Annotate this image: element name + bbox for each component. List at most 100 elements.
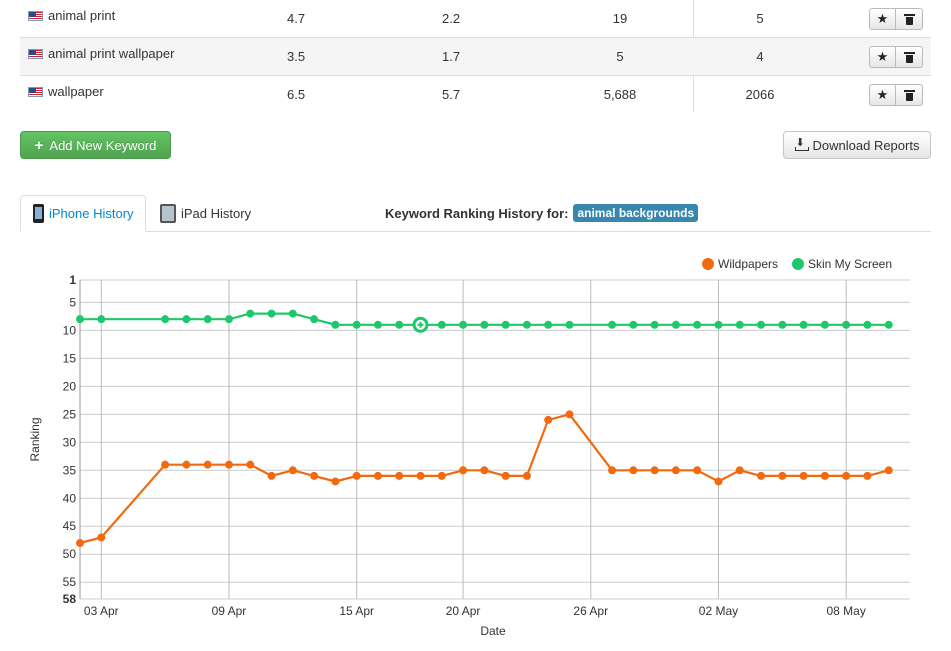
data-point <box>501 471 510 480</box>
tab-ipad-history[interactable]: iPad History <box>160 195 251 232</box>
data-point <box>799 320 808 329</box>
y-tick-label: 15 <box>63 351 77 365</box>
tab-iphone-history[interactable]: iPhone History <box>20 195 146 232</box>
data-point <box>501 320 510 329</box>
data-point <box>714 477 723 486</box>
plus-icon: + <box>34 136 44 154</box>
data-point <box>267 309 276 318</box>
keyword-value-3: 5,688 <box>603 87 637 102</box>
y-tick-label: 45 <box>63 519 77 533</box>
table-row: animal print 4.7 2.2 19 5 ★ <box>20 0 931 38</box>
data-point <box>671 466 680 475</box>
data-point <box>416 471 425 480</box>
table-row: animal print wallpaper 3.5 1.7 5 4 ★ <box>20 38 931 76</box>
keyword-name: wallpaper <box>48 84 104 99</box>
y-tick-label: 55 <box>63 575 77 589</box>
tab-label: iPhone History <box>49 206 134 221</box>
y-tick-label: 20 <box>63 379 77 393</box>
x-tick-label: 08 May <box>826 604 865 618</box>
keyword-value-2: 5.7 <box>442 87 461 102</box>
download-reports-label: Download Reports <box>812 137 920 153</box>
data-point <box>863 471 872 480</box>
x-tick-label: 02 May <box>699 604 738 618</box>
data-point <box>459 320 468 329</box>
keyword-value-4: 4 <box>756 49 764 64</box>
data-point <box>544 415 553 424</box>
data-point <box>395 320 404 329</box>
legend-dot <box>792 258 804 270</box>
data-point <box>629 320 638 329</box>
y-tick-label: 1 <box>69 273 76 287</box>
data-point <box>629 466 638 475</box>
delete-button[interactable] <box>896 46 923 68</box>
data-point <box>693 466 702 475</box>
data-point <box>395 471 404 480</box>
data-point <box>565 320 574 329</box>
data-point <box>735 320 744 329</box>
history-title: Keyword Ranking History for: animal back… <box>385 204 699 222</box>
y-tick-label: 25 <box>63 407 77 421</box>
data-point <box>203 315 212 324</box>
data-point <box>757 320 766 329</box>
x-tick-label: 26 Apr <box>573 604 608 618</box>
add-keyword-button[interactable]: + Add New Keyword <box>20 131 171 159</box>
data-point <box>820 320 829 329</box>
plot-area <box>80 280 910 599</box>
data-point <box>842 471 851 480</box>
row-actions: ★ <box>869 84 923 106</box>
data-point <box>182 315 191 324</box>
data-point <box>693 320 702 329</box>
keyword-value-1: 3.5 <box>287 49 306 64</box>
data-point <box>863 320 872 329</box>
data-point <box>97 533 106 542</box>
keyword-badge: animal backgrounds <box>573 204 699 222</box>
data-point <box>224 315 233 324</box>
data-point <box>650 320 659 329</box>
trash-icon <box>903 51 915 63</box>
data-point <box>522 320 531 329</box>
trash-icon <box>903 89 915 101</box>
data-point <box>76 539 84 548</box>
add-keyword-label: Add New Keyword <box>49 137 157 153</box>
data-point <box>224 460 233 469</box>
data-point <box>650 466 659 475</box>
favorite-button[interactable]: ★ <box>869 84 896 106</box>
tabs-divider <box>20 231 931 232</box>
data-point <box>544 320 553 329</box>
y-tick-label: 35 <box>63 463 77 477</box>
trash-icon <box>903 13 915 25</box>
keyword-table: animal print 4.7 2.2 19 5 ★ animal print… <box>20 0 931 114</box>
data-point <box>373 471 382 480</box>
x-axis-title: Date <box>480 624 506 638</box>
data-point <box>522 471 531 480</box>
data-point <box>480 466 489 475</box>
data-point <box>76 315 84 324</box>
keyword-value-3: 5 <box>616 49 624 64</box>
data-point <box>480 320 489 329</box>
data-point <box>437 471 446 480</box>
legend-item-wildpapers[interactable]: Wildpapers <box>702 257 778 271</box>
delete-button[interactable] <box>896 8 923 30</box>
data-point <box>459 466 468 475</box>
data-point <box>735 466 744 475</box>
y-tick-label: 5 <box>69 295 76 309</box>
row-actions: ★ <box>869 8 923 30</box>
data-point <box>246 460 255 469</box>
tab-label: iPad History <box>181 206 252 221</box>
favorite-button[interactable]: ★ <box>869 8 896 30</box>
data-point <box>778 320 787 329</box>
iphone-icon <box>33 204 44 223</box>
star-icon: ★ <box>876 49 889 64</box>
data-point <box>352 471 361 480</box>
download-reports-button[interactable]: Download Reports <box>783 131 931 159</box>
delete-button[interactable] <box>896 84 923 106</box>
y-tick-label: 30 <box>63 435 77 449</box>
data-point <box>714 320 723 329</box>
data-point <box>182 460 191 469</box>
favorite-button[interactable]: ★ <box>869 46 896 68</box>
data-point <box>310 315 319 324</box>
legend-item-skin-my-screen[interactable]: Skin My Screen <box>792 257 892 271</box>
keyword-name: animal print wallpaper <box>48 46 175 61</box>
x-tick-label: 03 Apr <box>84 604 119 618</box>
